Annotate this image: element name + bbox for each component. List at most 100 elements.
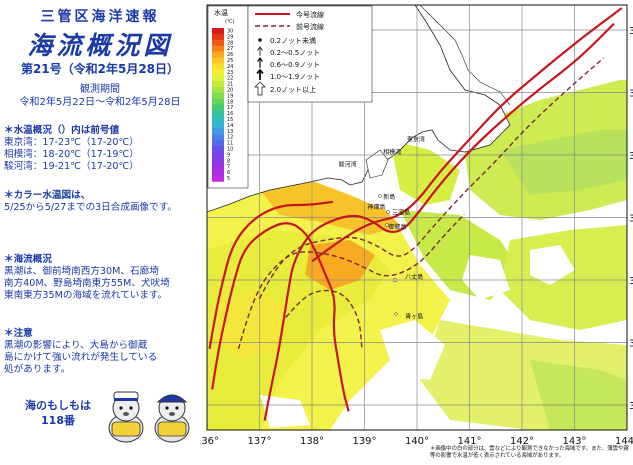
sst-tick-label: 12 (227, 135, 233, 141)
sst-tick-label: 27 (227, 46, 233, 52)
speed-arrow-icon (257, 56, 263, 68)
sst-color-swatch (212, 157, 224, 164)
lon-tick-label: 142° (510, 436, 534, 447)
period-label: 観測期間 (80, 84, 120, 95)
section-line: 5/25から5/27までの3日合成画像です。 (4, 202, 177, 213)
place-label: 新島 (383, 193, 395, 201)
seal-mascot-illustration (108, 391, 190, 443)
sst-color-swatch (212, 175, 224, 182)
sst-tick-label: 6 (227, 170, 230, 176)
sst-tick-label: 17 (227, 105, 233, 111)
sst-color-swatch (212, 45, 224, 52)
lat-tick-label: 32° (629, 339, 633, 350)
agency-name: 三管区海洋速報 (40, 9, 160, 25)
place-label: 八丈島 (405, 273, 423, 281)
sst-tick-label: 28 (227, 40, 233, 46)
sst-tick-label: 22 (227, 76, 233, 82)
sst-tick-label: 30 (227, 29, 233, 35)
speed-arrow-icon (257, 46, 263, 56)
info-panel: 三管区海洋速報 海流概況図 第21号（令和2年5月28日） 観測期間 令和2年5… (0, 0, 200, 465)
speed-label: 2.0ノット以上 (270, 85, 316, 94)
sst-color-swatch (212, 134, 224, 141)
sst-tick-label: 5 (227, 176, 230, 182)
sst-tick-label: 9 (227, 152, 230, 158)
lon-tick-label: 136° (200, 436, 219, 447)
sst-tick-label: 26 (227, 52, 233, 58)
sst-color-swatch (212, 116, 224, 123)
sst-color-swatch (212, 92, 224, 100)
sst-colorbar: 3029282726252423222120191817161514131211… (212, 28, 233, 182)
speed-arrow-hollow-icon (254, 81, 266, 96)
sst-tick-label: 13 (227, 129, 233, 135)
sst-tick-label: 11 (227, 141, 233, 147)
previous-streamline (285, 289, 363, 349)
section-line: 黒潮の影響により、大島から御蔵 (4, 340, 148, 351)
sst-color-swatch (212, 151, 224, 159)
lat-tick-label: 37° (629, 26, 633, 37)
current-lines (208, 7, 623, 421)
place-label: 三宅島 (392, 209, 410, 217)
sst-color-swatch (212, 87, 224, 94)
sst-color-swatch (212, 63, 224, 70)
section-line: 島にかけて強い流れが発生している (4, 352, 158, 363)
place-label: 駿河湾 (339, 160, 357, 168)
sst-tick-label: 8 (227, 158, 230, 164)
page-title: 海流概況図 (27, 31, 173, 60)
speed-label: 1.0～1.9ノット (270, 73, 320, 81)
section-color-image: ＊カラー水温図は、 5/25から5/27までの3日合成画像です。 (4, 190, 200, 214)
section-current: ＊海流概況 黒潮は、御前埼南西方30M、石廊埼 南方40M、野島埼南東方55M、… (4, 254, 200, 302)
sst-tick-label: 16 (227, 111, 233, 117)
sst-tick-label: 20 (227, 88, 233, 94)
section-line: 東京湾：17-23℃（17-20℃） (4, 137, 139, 148)
observation-period: 令和2年5月22日～令和2年5月28日 (19, 97, 181, 108)
sst-tick-label: 18 (227, 99, 233, 105)
sst-color-swatch (212, 163, 224, 170)
sst-tick-label: 21 (227, 82, 233, 88)
lon-tick-label: 137° (247, 436, 271, 447)
speed-label: 0.2ノット未満 (270, 36, 316, 45)
sst-tick-label: 19 (227, 93, 233, 99)
place-label: 御蔵島 (389, 223, 407, 231)
sst-tick-label: 14 (227, 123, 233, 129)
sst-color-swatch (212, 75, 224, 82)
map-border (206, 4, 628, 431)
sst-legend: 水温 (℃) 302928272625242322212019181716151… (207, 5, 249, 189)
sst-tick-label: 25 (227, 58, 233, 64)
section-heading: ＊注意 (4, 328, 33, 339)
current-line-label: 今号流線 (296, 10, 324, 19)
lat-tick-label: 35° (629, 151, 633, 162)
sst-color-swatch (212, 128, 224, 135)
speed-label: 0.2～0.5ノット (270, 49, 320, 57)
lon-tick-label: 144° (615, 436, 633, 447)
sst-color-swatch (212, 39, 224, 46)
section-heading: ＊水温概況（）内は前号値 (4, 125, 120, 136)
emergency-line: 118番 (41, 414, 75, 427)
section-line: 処があります。 (4, 364, 71, 375)
lon-tick-label: 138° (300, 436, 324, 447)
emergency-line: 海のもしもは (25, 399, 91, 412)
sst-tick-label: 23 (227, 70, 233, 76)
section-line: 駿河湾：19-21℃（17-20℃） (4, 161, 139, 172)
ocean-current-map: 136° 137° 138° 139° 140° 141° 142° 143° 144° 37° 3… (200, 4, 633, 447)
current-streamline (211, 222, 350, 412)
sst-color-swatch (212, 28, 224, 35)
emergency-number: 海のもしもは 118番 (14, 398, 102, 428)
sst-tick-label: 24 (227, 64, 233, 70)
sst-color-swatch (212, 110, 224, 117)
section-caution: ＊注意 黒潮の影響により、大島から御蔵 島にかけて強い流れが発生している 処があ… (4, 328, 200, 376)
sst-tick-label: 29 (227, 34, 233, 40)
sst-color-swatch (212, 69, 224, 76)
place-label: 神津島 (368, 203, 386, 211)
lon-tick-label: 141° (457, 436, 481, 447)
previous-streamline (237, 213, 465, 349)
previous-line-label: 前号流線 (296, 22, 324, 31)
current-streamline (311, 7, 623, 263)
place-label: 相模湾 (383, 148, 401, 156)
lat-tick-label: 31° (629, 401, 633, 412)
sst-color-swatch (212, 140, 224, 147)
sst-color-swatch (212, 51, 224, 58)
sst-color-swatch (212, 57, 224, 64)
lon-tick-label: 140° (405, 436, 429, 447)
section-heading: ＊カラー水温図は、 (4, 190, 91, 201)
